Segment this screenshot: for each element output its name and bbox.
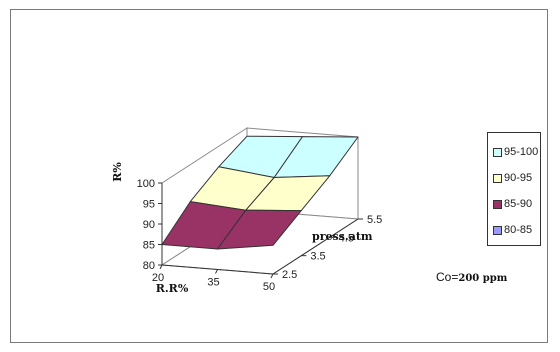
- legend: 95-100 90-95 85-90 80-85: [487, 132, 541, 246]
- concentration-prefix: Co=: [436, 270, 458, 284]
- x-tick-label: 20: [152, 272, 164, 284]
- legend-swatch: [493, 147, 502, 157]
- axis-ticks: 80 85 90 95 100 20 35 50 2.5 3.5 4.5 5.5: [137, 178, 383, 293]
- z-tick-label: 95: [143, 199, 155, 211]
- y-axis-label: press.atm: [312, 230, 373, 243]
- x-tick-mark: [270, 273, 274, 279]
- z-tick-label: 90: [143, 219, 155, 231]
- legend-label: 80-85: [504, 224, 533, 236]
- x-tick-label: 50: [263, 281, 275, 293]
- legend-item: 85-90: [493, 191, 540, 217]
- z-axis-label: R%: [111, 162, 124, 182]
- z-tick-label: 100: [137, 178, 155, 190]
- legend-item: 95-100: [493, 139, 540, 165]
- concentration-annotation: Co=200 ppm: [436, 270, 508, 284]
- legend-item: 90-95: [493, 165, 540, 191]
- legend-swatch: [493, 199, 502, 209]
- z-tick-label: 80: [143, 260, 155, 272]
- legend-label: 85-90: [504, 198, 533, 210]
- surface-patch: [217, 209, 302, 250]
- x-tick-mark: [159, 264, 163, 270]
- legend-swatch: [493, 225, 502, 235]
- legend-item: 80-85: [493, 217, 540, 243]
- y-tick-label: 3.5: [310, 251, 325, 263]
- z-tick-label: 85: [143, 240, 155, 252]
- legend-label: 90-95: [504, 172, 533, 184]
- x-tick-mark: [215, 269, 218, 274]
- y-tick-label: 5.5: [367, 214, 382, 226]
- y-tick-label: 2.5: [282, 269, 297, 281]
- x-axis-label: R.R%: [156, 282, 189, 295]
- legend-label: 95-100: [504, 146, 539, 158]
- surface-mesh: [161, 135, 359, 250]
- x-tick-label: 35: [207, 277, 219, 289]
- concentration-value: 200 ppm: [458, 273, 507, 284]
- y-tick-label: 4.5: [339, 232, 354, 244]
- legend-swatch: [493, 173, 502, 183]
- y-axis-line: [272, 218, 359, 275]
